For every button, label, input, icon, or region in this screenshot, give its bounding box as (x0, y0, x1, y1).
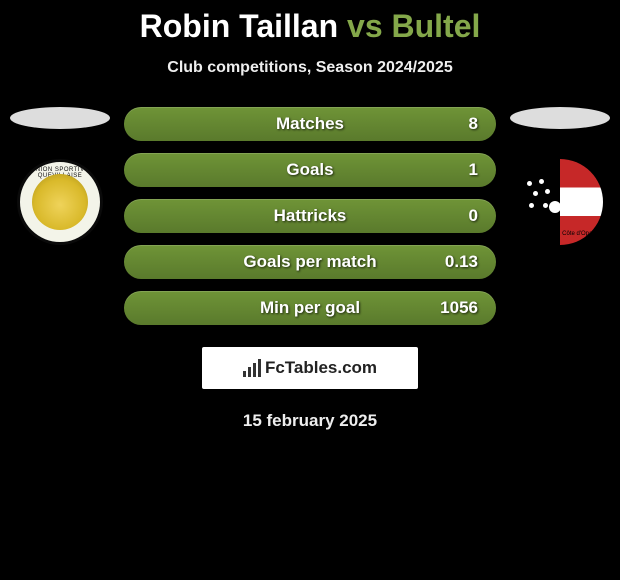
badge-right-ball (549, 201, 561, 213)
stat-label: Hattricks (274, 206, 347, 226)
badge-left-inner (32, 174, 88, 230)
stats-column: Matches 8 Goals 1 Hattricks 0 Goals per … (120, 107, 500, 325)
stat-value: 0 (469, 206, 478, 226)
brand-text: FcTables.com (265, 358, 377, 378)
stat-row-goals-per-match: Goals per match 0.13 (124, 245, 496, 279)
date-text: 15 february 2025 (0, 411, 620, 431)
brand-box: FcTables.com (202, 347, 418, 389)
badge-right-text: Côte d'Opale (562, 231, 597, 237)
player1-name: Robin Taillan (140, 8, 339, 44)
vs-text: vs (347, 8, 383, 44)
stat-label: Goals (286, 160, 333, 180)
stat-row-hattricks: Hattricks 0 (124, 199, 496, 233)
left-side: UNION SPORTIVE QUEVILLAISE (0, 107, 120, 245)
subtitle: Club competitions, Season 2024/2025 (0, 59, 620, 77)
player1-oval (10, 107, 110, 129)
stat-value: 8 (469, 114, 478, 134)
stat-value: 0.13 (445, 252, 478, 272)
stat-value: 1 (469, 160, 478, 180)
stat-label: Matches (276, 114, 344, 134)
stat-value: 1056 (440, 298, 478, 318)
player1-club-badge: UNION SPORTIVE QUEVILLAISE (17, 159, 103, 245)
main-layout: UNION SPORTIVE QUEVILLAISE Matches 8 Goa… (0, 107, 620, 325)
badge-right-dots (525, 179, 555, 219)
chart-icon (243, 359, 261, 377)
stat-label: Goals per match (243, 252, 376, 272)
stat-row-min-per-goal: Min per goal 1056 (124, 291, 496, 325)
stat-row-matches: Matches 8 (124, 107, 496, 141)
player2-club-badge: Côte d'Opale (517, 159, 603, 245)
player2-name: Bultel (392, 8, 481, 44)
right-side: Côte d'Opale (500, 107, 620, 245)
stat-label: Min per goal (260, 298, 360, 318)
stat-row-goals: Goals 1 (124, 153, 496, 187)
page-title: Robin Taillan vs Bultel (0, 0, 620, 45)
player2-oval (510, 107, 610, 129)
